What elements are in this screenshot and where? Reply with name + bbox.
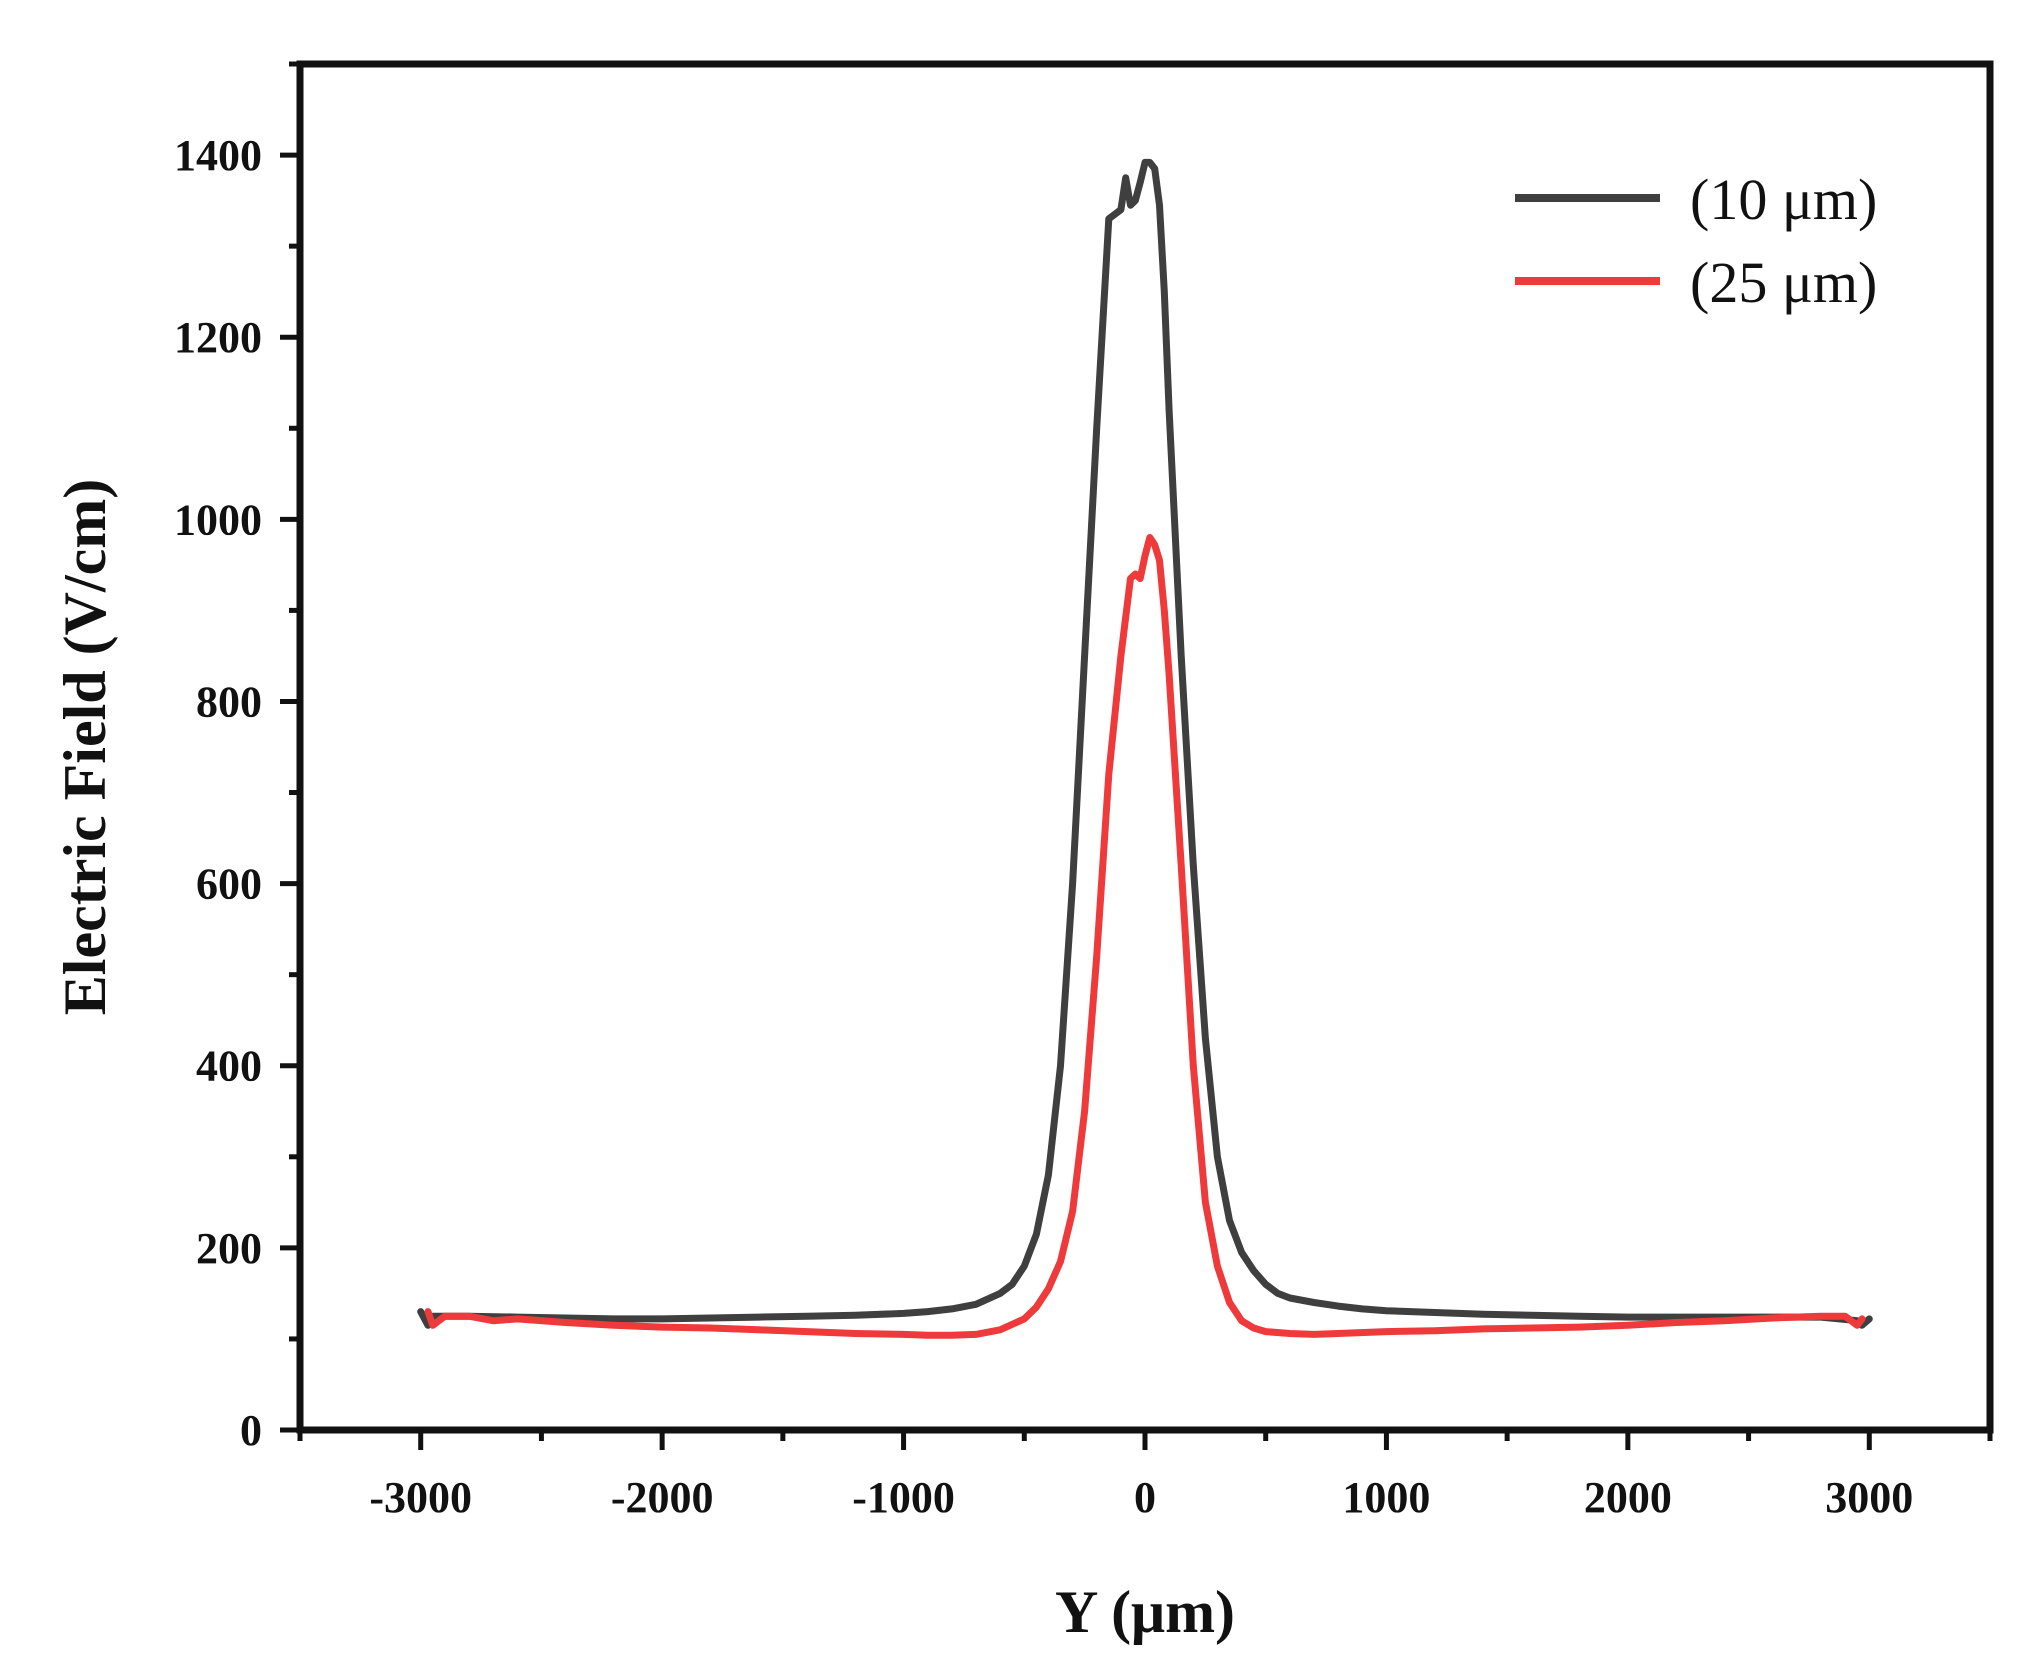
series-line-1 <box>424 534 1866 1339</box>
x-axis-title: Y (μm) <box>1055 1579 1235 1645</box>
x-tick-label: -2000 <box>611 1473 714 1522</box>
y-tick-label: 1200 <box>174 313 262 362</box>
y-tick-label: 600 <box>196 860 262 909</box>
x-tick-label: 3000 <box>1825 1473 1913 1522</box>
legend-label-25um: (25 μm) <box>1690 250 1877 315</box>
legend: (10 μm) (25 μm) <box>1515 167 1877 315</box>
legend-label-10um: (10 μm) <box>1690 167 1877 232</box>
x-tick-label: 0 <box>1134 1473 1156 1522</box>
x-tick-label: -3000 <box>369 1473 472 1522</box>
y-axis-title: Electric Field (V/cm) <box>52 479 118 1015</box>
y-tick-label: 1400 <box>174 131 262 180</box>
series-line-0 <box>417 158 1873 1329</box>
y-tick-label: 1000 <box>174 495 262 544</box>
series-layer <box>417 158 1873 1339</box>
x-tick-label: 1000 <box>1342 1473 1430 1522</box>
y-tick-label: 0 <box>240 1406 262 1455</box>
y-tick-label: 200 <box>196 1224 262 1273</box>
x-tick-label: 2000 <box>1584 1473 1672 1522</box>
y-tick-label: 400 <box>196 1042 262 1091</box>
y-tick-label: 800 <box>196 677 262 726</box>
ticks-layer: -3000 -2000 -1000 0 1000 2000 3000 0 200 400 600 80… <box>174 61 1993 1522</box>
x-tick-label: -1000 <box>852 1473 955 1522</box>
